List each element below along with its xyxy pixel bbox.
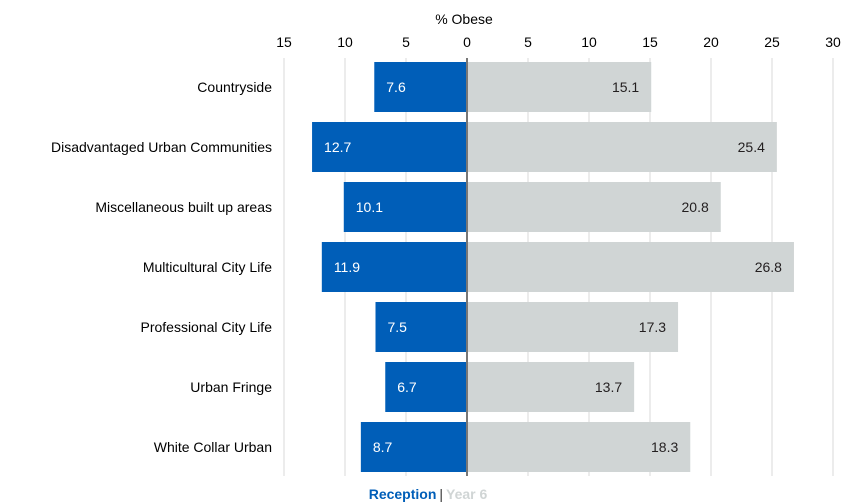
data-label-reception: 8.7 [373, 439, 393, 455]
legend: Reception | Year 6 [0, 486, 856, 502]
x-axis-title: % Obese [435, 11, 493, 27]
data-label-reception: 10.1 [356, 199, 383, 215]
category-label: Disadvantaged Urban Communities [51, 139, 272, 155]
category-label: Countryside [197, 79, 272, 95]
x-tick-label: 15 [642, 34, 658, 50]
bar-reception [321, 242, 467, 292]
data-label-reception: 7.6 [386, 79, 406, 95]
category-labels: Countryside Disadvantaged Urban Communiti… [51, 79, 272, 455]
x-tick-label: 5 [402, 34, 410, 50]
bar-year6 [467, 62, 652, 112]
data-label-reception: 12.7 [324, 139, 351, 155]
data-label-year6: 26.8 [755, 259, 782, 275]
bar-year6 [467, 302, 679, 352]
bar-reception [374, 62, 467, 112]
category-label: White Collar Urban [154, 439, 272, 455]
data-label-year6: 17.3 [639, 319, 666, 335]
x-axis-ticks: 15 10 5 0 5 10 15 20 25 30 [276, 34, 841, 50]
bar-year6 [467, 242, 794, 292]
data-label-year6: 13.7 [595, 379, 622, 395]
legend-reception: Reception [368, 486, 437, 502]
bar-reception [375, 302, 467, 352]
bar-reception [360, 422, 467, 472]
data-label-reception: 7.5 [388, 319, 408, 335]
legend-separator: | [439, 486, 444, 502]
data-label-year6: 25.4 [738, 139, 765, 155]
category-label: Urban Fringe [190, 379, 272, 395]
x-tick-label: 20 [703, 34, 719, 50]
x-tick-label: 15 [276, 34, 292, 50]
x-tick-label: 25 [764, 34, 780, 50]
x-tick-label: 0 [463, 34, 471, 50]
bar-year6 [467, 422, 691, 472]
category-label: Professional City Life [140, 319, 272, 335]
legend-year6: Year 6 [446, 486, 488, 502]
category-label: Multicultural City Life [143, 259, 272, 275]
data-label-reception: 6.7 [397, 379, 417, 395]
bar-reception [343, 182, 467, 232]
category-label: Miscellaneous built up areas [95, 199, 272, 215]
bar-year6 [467, 362, 635, 412]
data-label-year6: 18.3 [651, 439, 678, 455]
x-tick-label: 10 [337, 34, 353, 50]
x-tick-label: 5 [524, 34, 532, 50]
bar-reception [312, 122, 467, 172]
data-label-reception: 11.9 [334, 259, 360, 275]
bar-year6 [467, 182, 721, 232]
bar-reception [385, 362, 467, 412]
bars: 7.6 15.1 12.7 25.4 10.1 20.8 11.9 26.8 7.5 17.3 6.… [312, 62, 794, 472]
data-label-year6: 15.1 [612, 79, 639, 95]
x-tick-label: 30 [825, 34, 841, 50]
bar-year6 [467, 122, 777, 172]
data-label-year6: 20.8 [682, 199, 709, 215]
x-tick-label: 10 [581, 34, 597, 50]
